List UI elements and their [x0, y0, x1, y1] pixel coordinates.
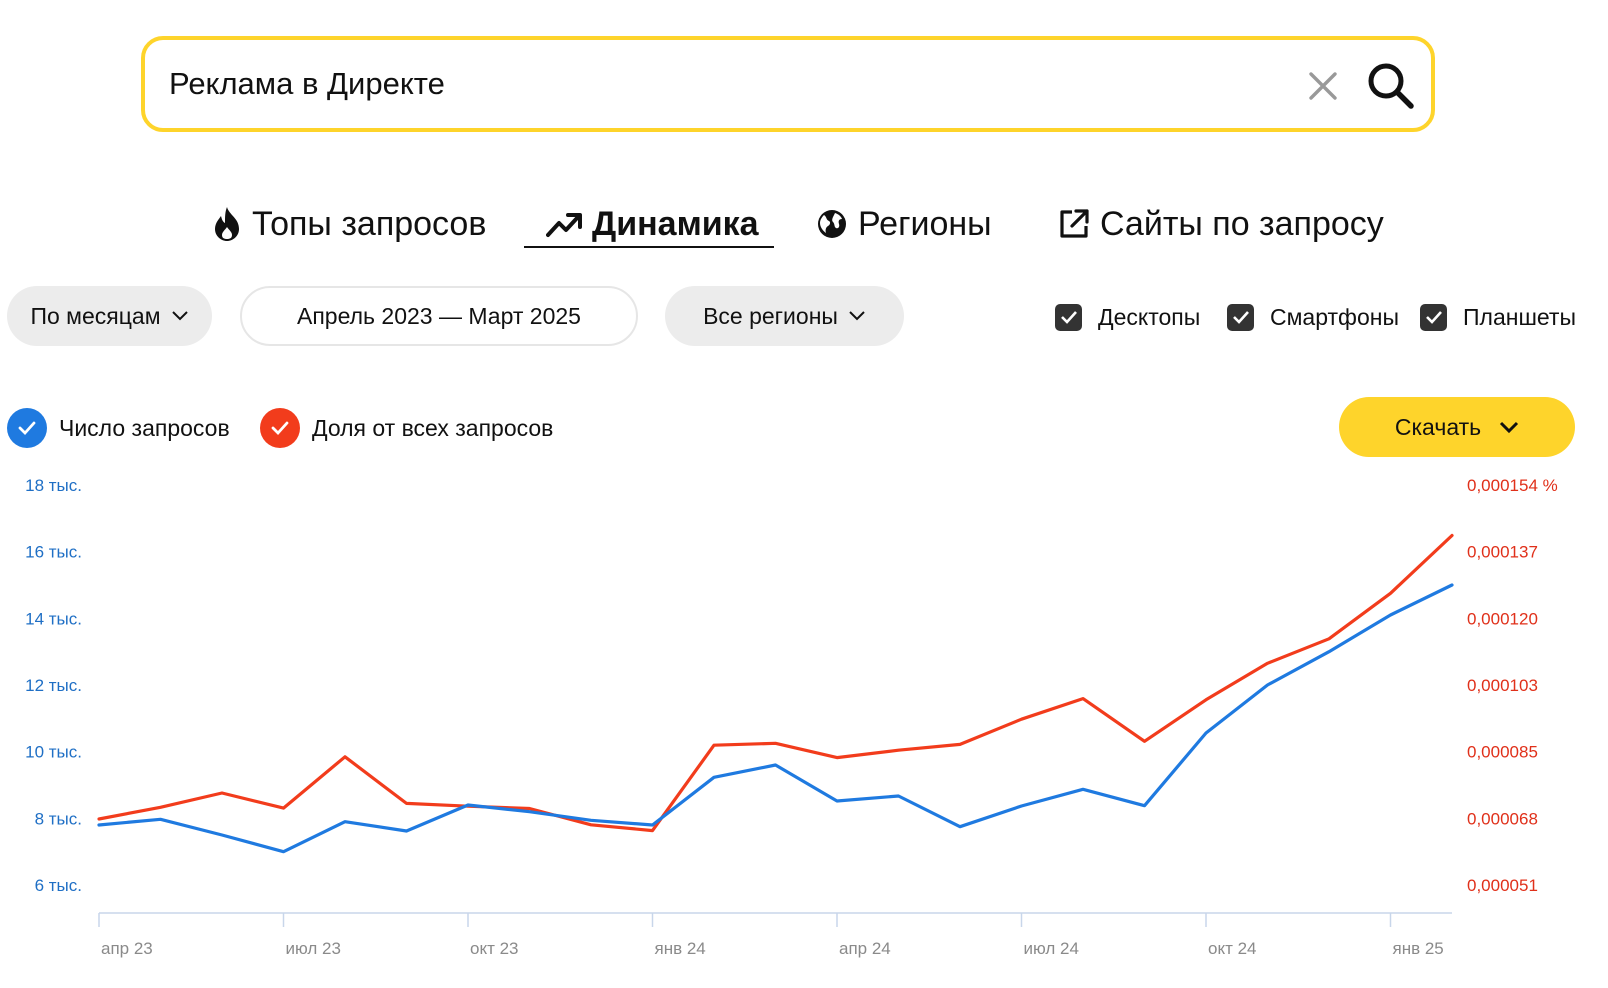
- y-right-tick-label: 0,000137: [1467, 543, 1538, 562]
- chevron-down-icon: [849, 311, 865, 321]
- device-smartphone-checkbox[interactable]: Смартфоны: [1227, 302, 1399, 332]
- legend-share-label: Доля от всех запросов: [312, 414, 554, 441]
- y-left-tick-label: 12 тыс.: [25, 676, 82, 695]
- active-tab-indicator: [524, 246, 774, 248]
- tab-sites[interactable]: Сайты по запросу: [1058, 196, 1384, 252]
- device-tablet-checkbox[interactable]: Планшеты: [1420, 302, 1576, 332]
- x-tick-label: апр 24: [839, 939, 891, 958]
- x-tick-label: июл 23: [286, 939, 341, 958]
- checkmark-icon: [1420, 303, 1447, 331]
- dynamics-chart[interactable]: 6 тыс. 8 тыс. 10 тыс. 12 тыс. 14 тыс. 16 тыс.…: [0, 460, 1608, 960]
- tab-bar: Топы запросов Динамика Регионы Сайты по …: [0, 196, 1608, 256]
- y-right-tick-label: 0,000051: [1467, 876, 1538, 895]
- checkmark-icon: [260, 408, 300, 448]
- external-link-icon: [1060, 209, 1089, 238]
- legend-share-toggle[interactable]: Доля от всех запросов: [260, 408, 553, 448]
- checkmark-icon: [1055, 303, 1082, 331]
- download-label: Скачать: [1394, 413, 1482, 440]
- series-line-count: [97, 583, 1454, 854]
- legend-count-toggle[interactable]: Число запросов: [7, 408, 230, 448]
- region-dropdown[interactable]: Все регионы: [665, 286, 904, 346]
- checkmark-icon: [7, 408, 47, 448]
- y-right-tick-label: 0,000068: [1467, 809, 1538, 828]
- x-tick-label: янв 25: [1393, 939, 1444, 958]
- device-label: Планшеты: [1463, 303, 1576, 330]
- device-label: Смартфоны: [1270, 303, 1399, 330]
- x-tick-label: янв 24: [655, 939, 706, 958]
- tab-regions[interactable]: Регионы: [816, 196, 992, 252]
- grouping-dropdown[interactable]: По месяцам: [7, 286, 212, 346]
- x-tick-label: апр 23: [101, 939, 153, 958]
- fire-icon: [215, 207, 239, 241]
- grouping-label: По месяцам: [30, 302, 161, 329]
- search-input[interactable]: [167, 60, 1207, 108]
- tab-label: Сайты по запросу: [1100, 204, 1384, 243]
- y-right-tick-label: 0,000154 %: [1467, 476, 1558, 495]
- x-tick-label: окт 23: [470, 939, 519, 958]
- search-icon[interactable]: [1365, 60, 1417, 112]
- trend-up-icon: [546, 213, 582, 237]
- y-left-tick-label: 14 тыс.: [25, 609, 82, 628]
- y-left-tick-label: 10 тыс.: [25, 743, 82, 762]
- region-label: Все регионы: [703, 302, 838, 329]
- tab-label: Регионы: [858, 204, 992, 243]
- device-desktop-checkbox[interactable]: Десктопы: [1055, 302, 1200, 332]
- checkmark-icon: [1227, 303, 1254, 331]
- legend-count-label: Число запросов: [59, 414, 230, 441]
- y-left-tick-label: 18 тыс.: [25, 476, 82, 495]
- period-label: Апрель 2023 — Март 2025: [297, 302, 581, 329]
- chevron-down-icon: [171, 311, 188, 321]
- globe-icon: [818, 210, 846, 238]
- tab-label: Топы запросов: [252, 204, 487, 243]
- x-tick-label: окт 24: [1208, 939, 1257, 958]
- clear-icon[interactable]: [1303, 66, 1343, 106]
- search-box[interactable]: [141, 36, 1435, 132]
- y-left-tick-label: 16 тыс.: [25, 543, 82, 562]
- device-label: Десктопы: [1098, 303, 1201, 330]
- chevron-down-icon: [1500, 421, 1519, 434]
- y-right-tick-label: 0,000120: [1467, 609, 1538, 628]
- tab-top-queries[interactable]: Топы запросов: [212, 196, 486, 252]
- y-left-tick-label: 6 тыс.: [35, 876, 82, 895]
- download-button[interactable]: Скачать: [1339, 397, 1575, 457]
- series-line-share: [97, 533, 1454, 833]
- y-right-tick-label: 0,000103: [1467, 676, 1538, 695]
- period-picker[interactable]: Апрель 2023 — Март 2025: [240, 286, 638, 346]
- y-right-tick-label: 0,000085: [1467, 743, 1538, 762]
- tab-label: Динамика: [592, 204, 759, 243]
- y-left-tick-label: 8 тыс.: [35, 809, 82, 828]
- x-tick-label: июл 24: [1024, 939, 1079, 958]
- tab-dynamics[interactable]: Динамика: [546, 196, 759, 252]
